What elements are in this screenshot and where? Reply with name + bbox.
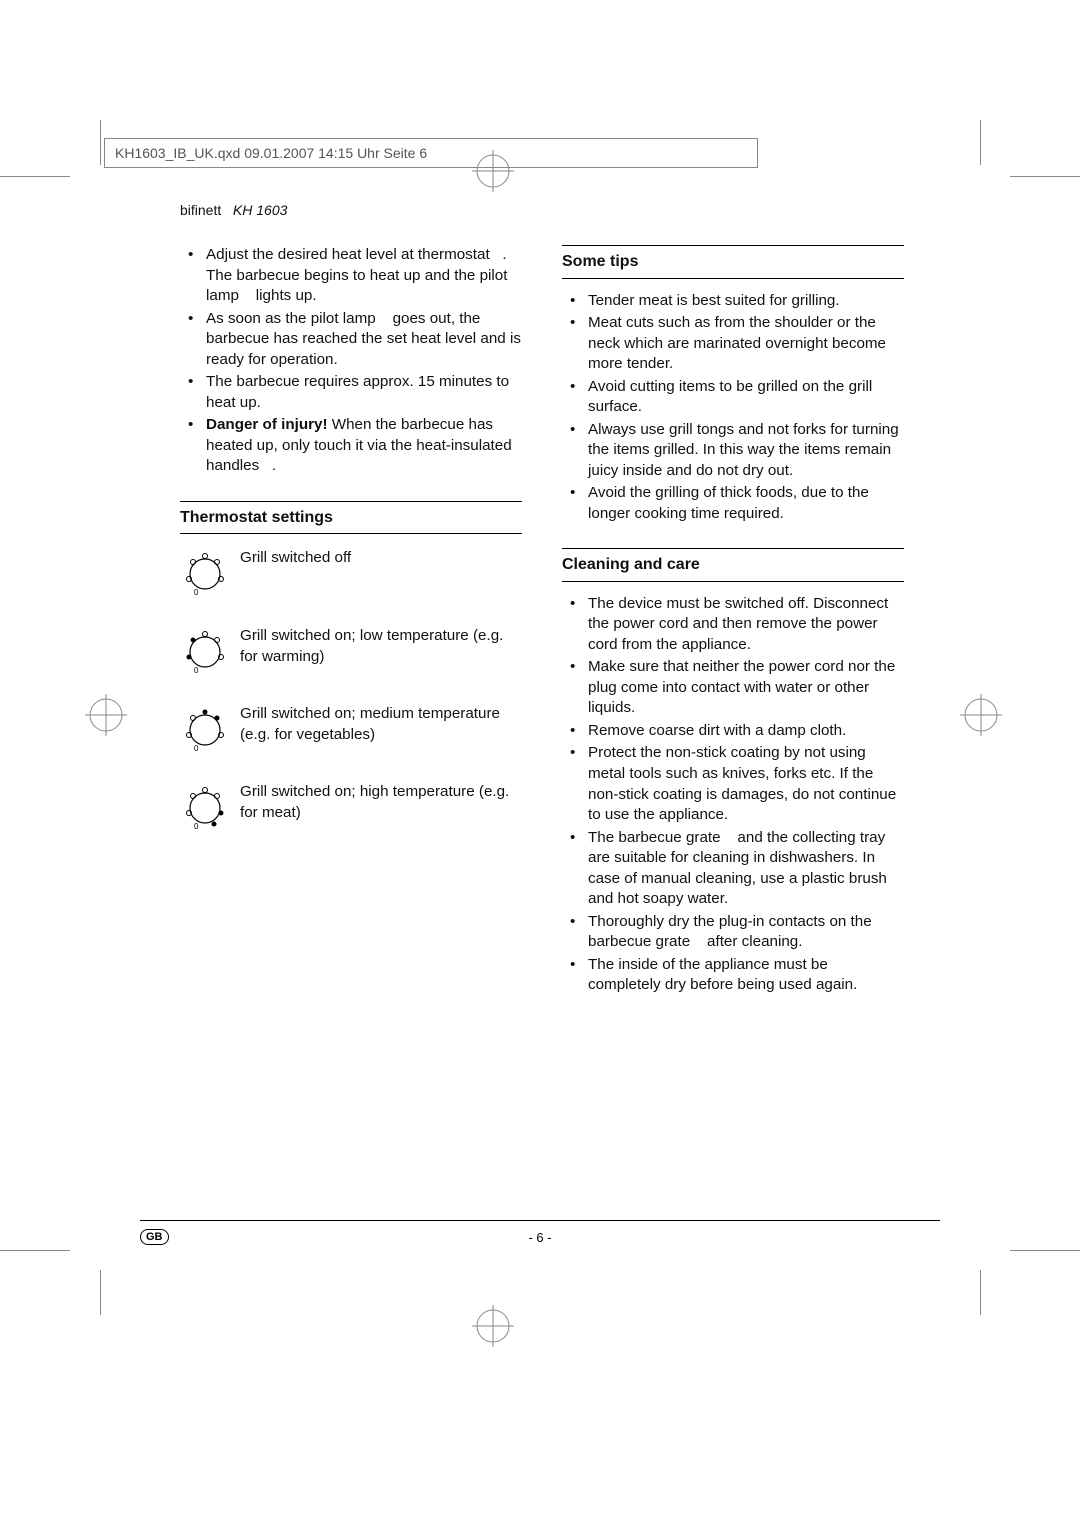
thermostat-setting: 0 Grill switched on; high temperature (e.… (180, 780, 522, 834)
crop-mark (0, 176, 70, 177)
list-item: Thoroughly dry the plug-in contacts on t… (562, 912, 904, 953)
model: KH 1603 (233, 202, 287, 218)
care-list: The device must be switched off. Disconn… (562, 594, 904, 996)
svg-text:0: 0 (194, 588, 199, 597)
crop-mark (100, 1270, 101, 1315)
list-item: Avoid the grilling of thick foods, due t… (562, 483, 904, 524)
print-slug: KH1603_IB_UK.qxd 09.01.2007 14:15 Uhr Se… (104, 138, 758, 168)
thermostat-heading: Thermostat settings (180, 501, 522, 535)
registration-mark-icon (472, 150, 514, 197)
crop-mark (1010, 1250, 1080, 1251)
footer: GB - 6 - (140, 1220, 940, 1245)
dial-label: Grill switched off (240, 546, 351, 569)
crop-mark (980, 120, 981, 165)
country-badge: GB (140, 1229, 169, 1245)
registration-mark-icon (85, 694, 127, 741)
care-heading: Cleaning and care (562, 548, 904, 582)
thermostat-setting: 0 Grill switched on; low temperature (e.g… (180, 624, 522, 678)
page-number: - 6 - (528, 1230, 551, 1245)
dial-label: Grill switched on; high temperature (e.g… (240, 780, 522, 823)
brand: bifinett (180, 202, 221, 218)
svg-text:0: 0 (194, 666, 199, 675)
list-item: Make sure that neither the power cord no… (562, 657, 904, 719)
crop-mark (0, 1250, 70, 1251)
svg-text:0: 0 (194, 744, 199, 753)
list-item: The barbecue requires approx. 15 minutes… (180, 372, 522, 413)
list-item: The inside of the appliance must be comp… (562, 955, 904, 996)
list-item: Protect the non-stick coating by not usi… (562, 743, 904, 825)
left-column: Adjust the desired heat level at thermos… (180, 245, 522, 998)
intro-list: Adjust the desired heat level at thermos… (180, 245, 522, 477)
list-item: Remove coarse dirt with a damp cloth. (562, 721, 904, 742)
list-item: Meat cuts such as from the shoulder or t… (562, 313, 904, 375)
list-item: The barbecue grate and the collecting tr… (562, 828, 904, 910)
list-item: As soon as the pilot lamp goes out, the … (180, 309, 522, 371)
header: bifinett KH 1603 (180, 202, 287, 218)
crop-mark (100, 120, 101, 165)
thermostat-setting: 0 Grill switched off (180, 546, 522, 600)
list-item: Danger of injury! When the barbecue has … (180, 415, 522, 477)
registration-mark-icon (472, 1305, 514, 1352)
dial-label: Grill switched on; low temperature (e.g.… (240, 624, 522, 667)
thermostat-setting: 0 Grill switched on; medium temperature (… (180, 702, 522, 756)
list-item: Tender meat is best suited for grilling. (562, 291, 904, 312)
tips-list: Tender meat is best suited for grilling.… (562, 291, 904, 525)
right-column: Some tips Tender meat is best suited for… (562, 245, 904, 998)
svg-text:0: 0 (194, 822, 199, 831)
dial-label: Grill switched on; medium temperature (e… (240, 702, 522, 745)
list-item: Adjust the desired heat level at thermos… (180, 245, 522, 307)
registration-mark-icon (960, 694, 1002, 741)
crop-mark (980, 1270, 981, 1315)
list-item: The device must be switched off. Disconn… (562, 594, 904, 656)
crop-mark (1010, 176, 1080, 177)
content-area: Adjust the desired heat level at thermos… (180, 245, 904, 998)
tips-heading: Some tips (562, 245, 904, 279)
list-item: Always use grill tongs and not forks for… (562, 420, 904, 482)
list-item: Avoid cutting items to be grilled on the… (562, 377, 904, 418)
